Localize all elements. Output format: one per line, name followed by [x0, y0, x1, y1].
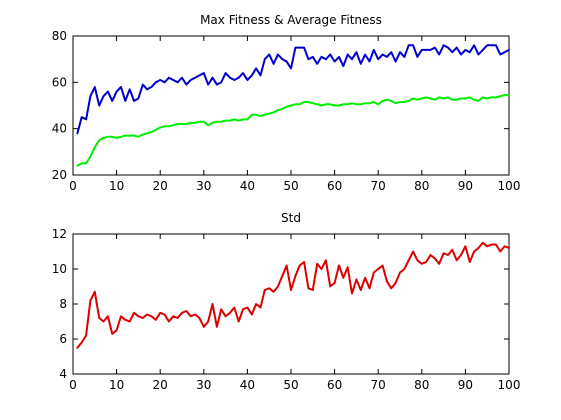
y-tick-label: 8 — [59, 297, 67, 311]
x-tick-label: 80 — [414, 378, 429, 392]
x-tick-label: 90 — [458, 378, 473, 392]
x-tick-label: 20 — [153, 179, 168, 193]
x-tick-label: 50 — [283, 378, 298, 392]
x-tick-label: 70 — [371, 179, 386, 193]
x-tick-label: 40 — [240, 179, 255, 193]
std-chart: Std 0 10 20 30 40 50 60 70 80 90 100 4 6 8 10 12 — [52, 211, 521, 392]
x-tick-label: 100 — [498, 179, 521, 193]
chart-title: Std — [281, 211, 301, 225]
x-tick-label: 100 — [498, 378, 521, 392]
x-tick-label: 80 — [414, 179, 429, 193]
plot-area — [72, 233, 510, 375]
series-line-2 — [76, 94, 510, 167]
y-tick-label: 10 — [52, 262, 67, 276]
y-tick-label: 6 — [59, 332, 67, 346]
y-tick-label: 80 — [52, 29, 67, 43]
x-tick-label: 90 — [458, 179, 473, 193]
x-tick-label: 50 — [283, 179, 298, 193]
y-tick-label: 4 — [59, 367, 67, 381]
series-line-1 — [76, 241, 510, 349]
y-tick-label: 40 — [52, 122, 67, 136]
x-tick-label: 30 — [196, 378, 211, 392]
fitness-chart: Max Fitness & Average Fitness 0 10 20 30 40 50… — [52, 13, 521, 193]
x-tick-label: 10 — [109, 179, 124, 193]
x-tick-label: 20 — [153, 378, 168, 392]
chart-title: Max Fitness & Average Fitness — [200, 13, 382, 27]
x-tick-label: 70 — [371, 378, 386, 392]
x-tick-label: 40 — [240, 378, 255, 392]
series-line-1 — [76, 44, 510, 135]
x-tick-label: 30 — [196, 179, 211, 193]
x-tick-label: 0 — [69, 179, 77, 193]
x-tick-label: 0 — [69, 378, 77, 392]
y-tick-label: 20 — [52, 168, 67, 182]
y-tick-label: 60 — [52, 75, 67, 89]
x-tick-label: 10 — [109, 378, 124, 392]
x-tick-label: 60 — [327, 179, 342, 193]
x-tick-label: 60 — [327, 378, 342, 392]
y-tick-label: 12 — [52, 227, 67, 241]
